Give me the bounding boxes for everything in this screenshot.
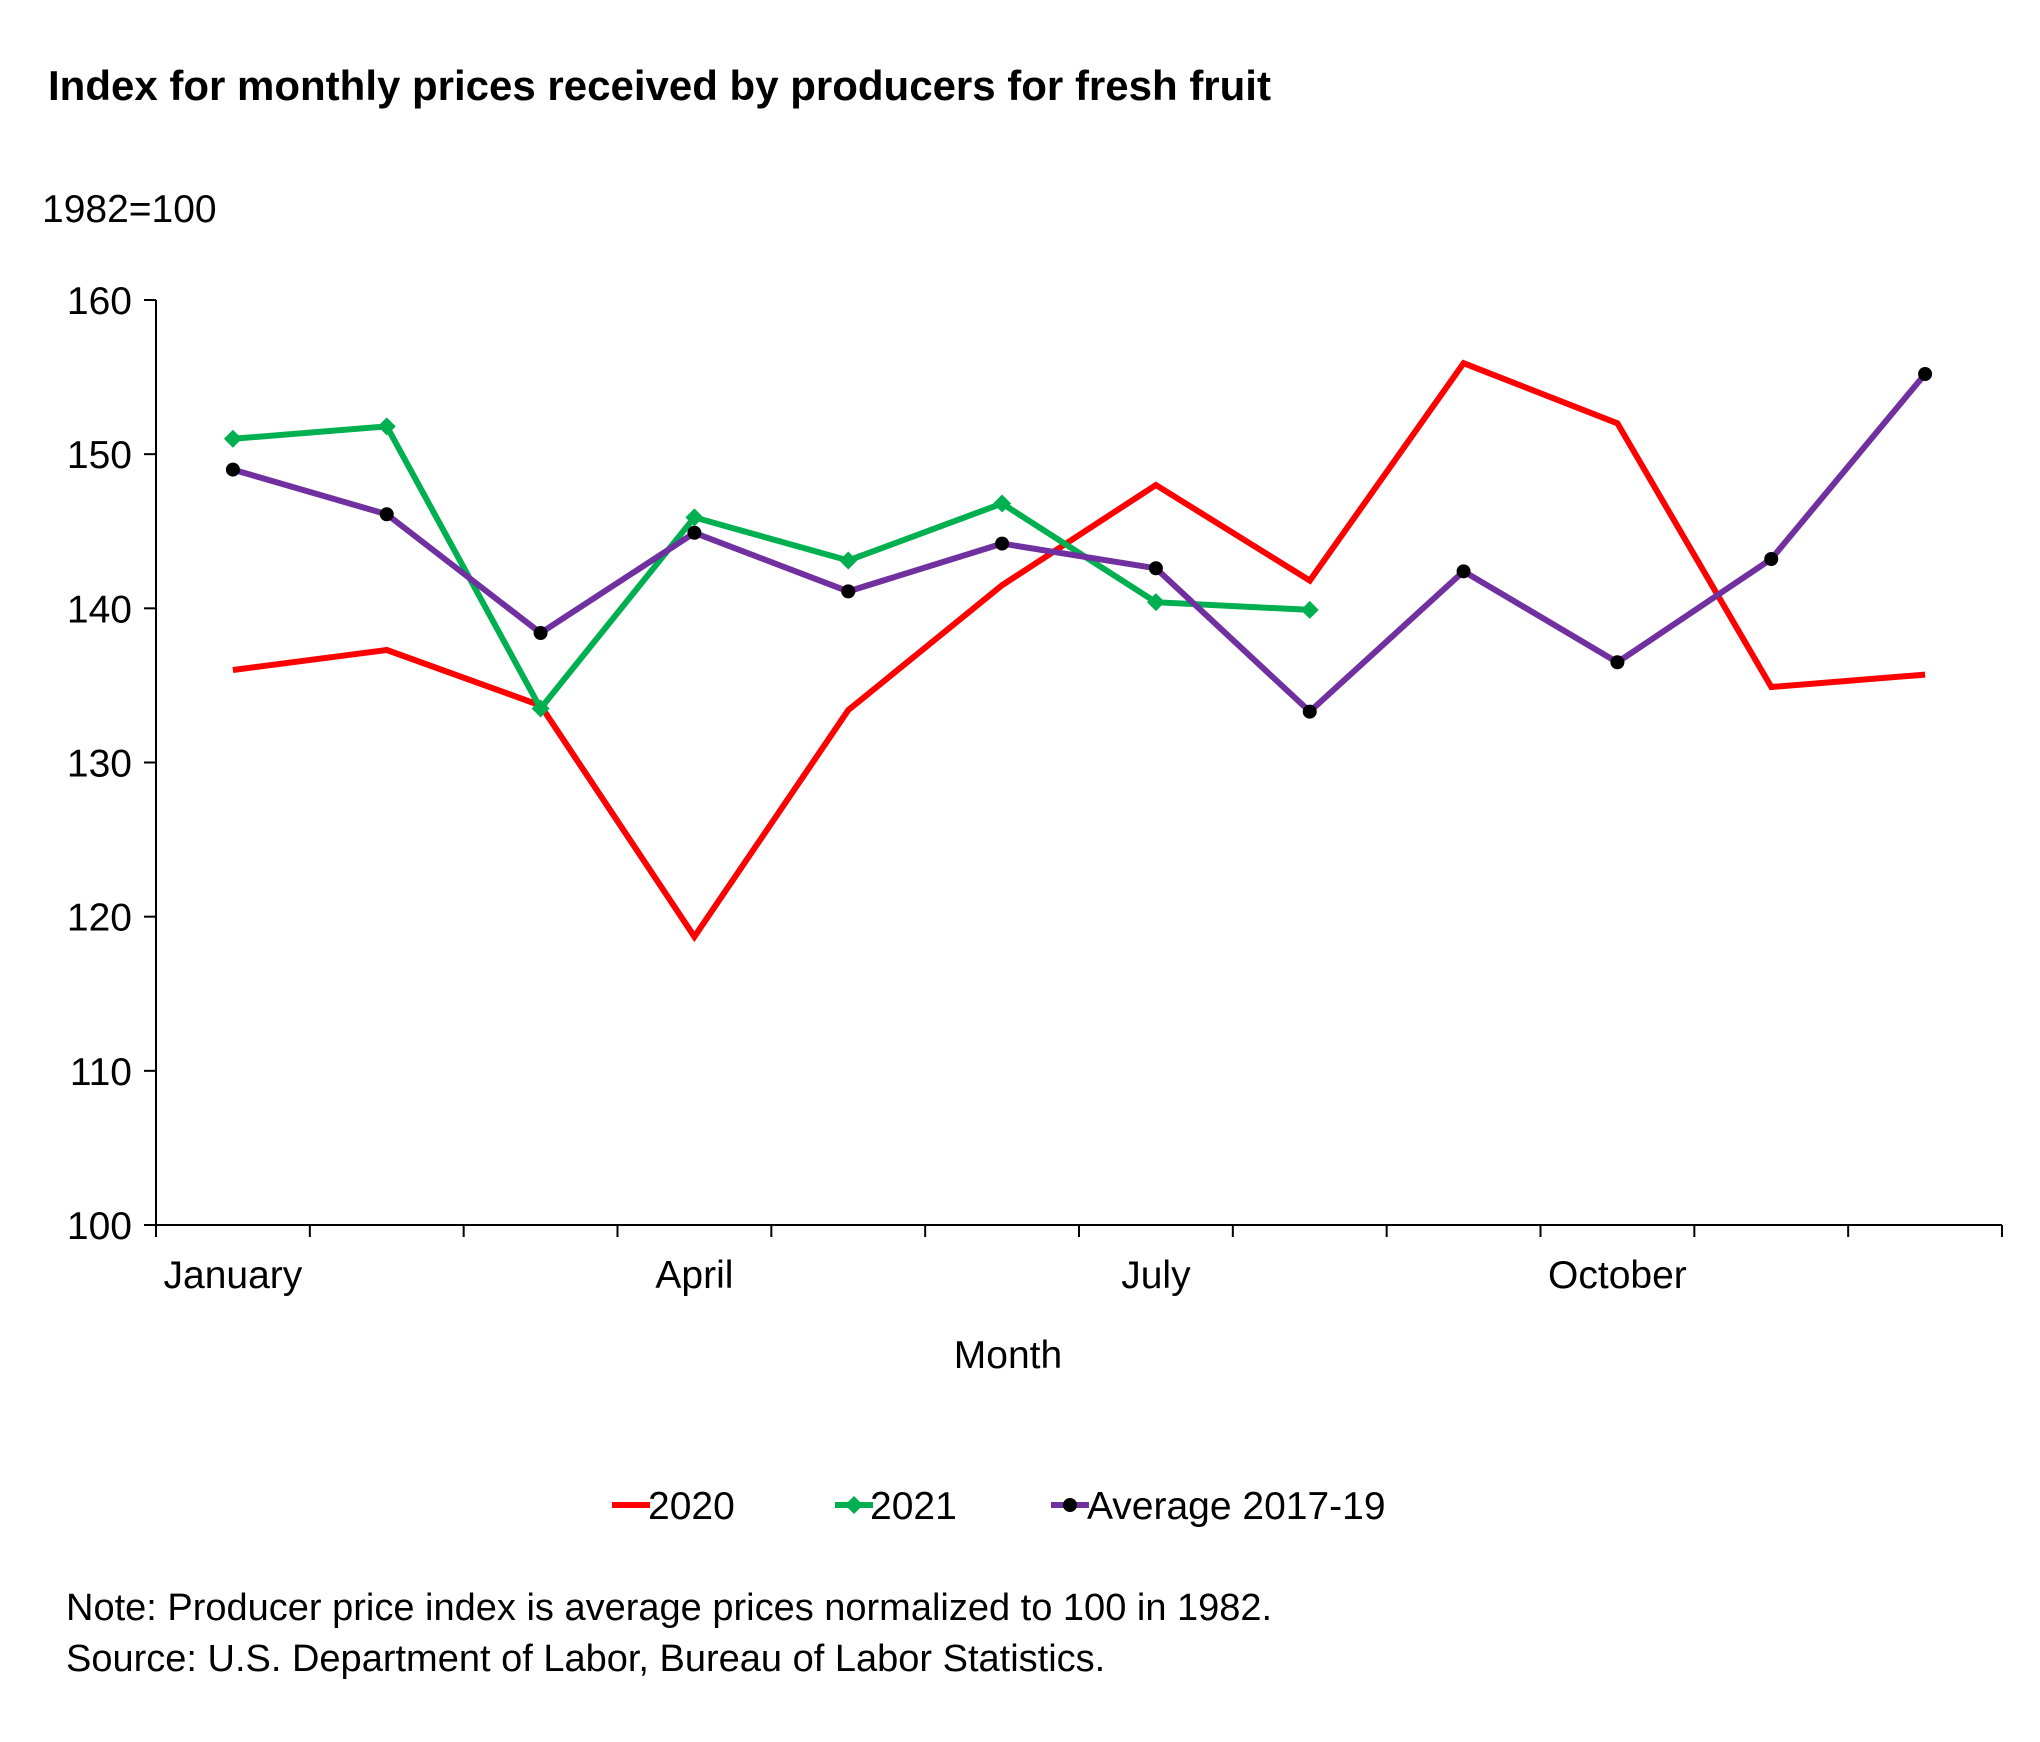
data-point: [685, 508, 704, 527]
data-point: [839, 551, 858, 570]
data-point: [687, 525, 702, 540]
legend-item: 2021: [835, 1485, 957, 1528]
series-1: [232, 359, 1926, 943]
y-tick-label: 110: [70, 1051, 132, 1094]
series-3: [225, 367, 1933, 719]
y-unit-label: 1982=100: [42, 188, 217, 231]
notes: Note: Producer price index is average pr…: [66, 1583, 1272, 1685]
data-point: [225, 462, 240, 477]
y-tick-label: 140: [67, 588, 132, 631]
chart-title: Index for monthly prices received by pro…: [48, 62, 1271, 109]
series-line: [232, 423, 1310, 714]
y-tick-label: 120: [67, 897, 132, 940]
series-line: [232, 359, 1926, 943]
legend-label: 2021: [870, 1485, 957, 1528]
data-point: [379, 507, 394, 522]
chart-axes: 100 110 120 130 140 150 160 January April July Oct…: [67, 280, 2003, 1297]
y-tick-label: 160: [67, 280, 132, 323]
y-tick-label: 150: [67, 434, 132, 477]
data-point: [377, 417, 396, 436]
legend-marker: [1063, 1498, 1077, 1512]
x-tick-label: October: [1548, 1254, 1687, 1297]
x-tick-label: January: [164, 1254, 303, 1297]
source-text: Source: U.S. Department of Labor, Bureau…: [66, 1638, 1106, 1680]
data-point: [993, 494, 1012, 513]
data-point: [1146, 593, 1165, 612]
data-point: [533, 626, 548, 640]
legend-label: Average 2017-19: [1087, 1485, 1386, 1528]
legend-item: Average 2017-19: [1051, 1485, 1386, 1528]
series-2: [223, 417, 1319, 718]
data-point: [1456, 564, 1471, 579]
data-point: [1302, 704, 1317, 719]
series-layer: [223, 359, 1933, 943]
data-point: [841, 584, 856, 599]
series-line: [232, 372, 1928, 716]
x-tick-label: April: [655, 1254, 733, 1297]
note-text: Note: Producer price index is average pr…: [66, 1587, 1273, 1629]
y-tick-label: 130: [67, 743, 132, 786]
data-point: [1918, 367, 1933, 381]
x-tick-label: July: [1121, 1254, 1191, 1297]
legend: 2020 2021 Average 2017-19: [612, 1485, 1386, 1528]
data-point: [1148, 561, 1163, 576]
legend-marker: [845, 1496, 863, 1514]
data-point: [1610, 655, 1625, 670]
y-tick-label: 100: [67, 1205, 132, 1248]
data-point: [1764, 552, 1779, 566]
data-point: [223, 429, 242, 448]
data-point: [1300, 600, 1319, 619]
data-point: [995, 536, 1010, 551]
legend-label: 2020: [648, 1485, 735, 1528]
x-axis-title: Month: [954, 1334, 1062, 1377]
legend-item: 2020: [612, 1485, 735, 1528]
data-point: [531, 699, 550, 718]
